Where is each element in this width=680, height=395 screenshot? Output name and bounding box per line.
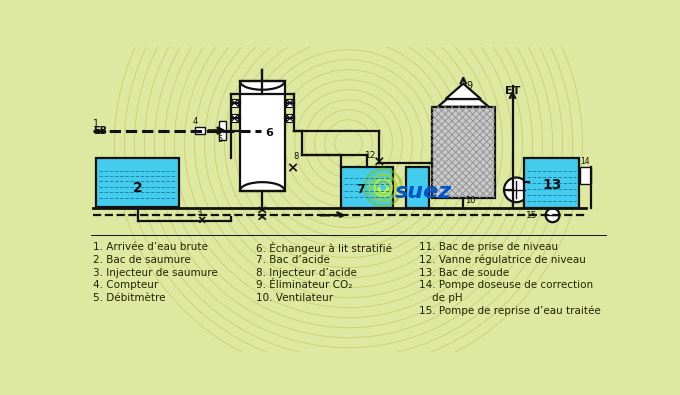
- Bar: [580, 167, 591, 184]
- Circle shape: [504, 177, 528, 202]
- Text: 12. Vanne régulatrice de niveau: 12. Vanne régulatrice de niveau: [420, 255, 586, 265]
- Bar: [406, 167, 429, 207]
- Polygon shape: [438, 99, 489, 107]
- Bar: [194, 127, 205, 134]
- Text: 12: 12: [365, 150, 377, 160]
- Text: 3. Injecteur de saumure: 3. Injecteur de saumure: [93, 268, 218, 278]
- Text: 6. Échangeur à lit stratifié: 6. Échangeur à lit stratifié: [256, 242, 392, 254]
- Text: 8: 8: [293, 152, 299, 161]
- Bar: [96, 158, 179, 207]
- Text: EB: EB: [93, 126, 107, 136]
- Text: 2. Bac de saumure: 2. Bac de saumure: [93, 255, 190, 265]
- Text: 14: 14: [580, 157, 590, 166]
- Text: 4. Compteur: 4. Compteur: [93, 280, 158, 290]
- Text: 13. Bac de soude: 13. Bac de soude: [420, 268, 509, 278]
- Bar: [219, 120, 226, 140]
- Text: 11. Bac de prise de niveau: 11. Bac de prise de niveau: [420, 242, 558, 252]
- Text: 1: 1: [93, 119, 99, 130]
- Bar: [286, 99, 294, 107]
- Text: 9. Éliminateur CO₂: 9. Éliminateur CO₂: [256, 280, 352, 290]
- Text: 9: 9: [466, 81, 473, 91]
- Bar: [524, 158, 579, 207]
- Text: 2: 2: [133, 181, 142, 195]
- Text: 1. Arrivée d’eau brute: 1. Arrivée d’eau brute: [93, 242, 207, 252]
- Text: 4: 4: [193, 117, 198, 126]
- Bar: [432, 107, 495, 198]
- Bar: [240, 81, 285, 191]
- Bar: [286, 115, 294, 122]
- Text: ET: ET: [505, 86, 520, 96]
- Text: 7. Bac d’acide: 7. Bac d’acide: [256, 255, 330, 265]
- Text: 8. Injecteur d’acide: 8. Injecteur d’acide: [256, 268, 357, 278]
- Bar: [341, 167, 393, 207]
- Text: suez: suez: [394, 182, 452, 202]
- Circle shape: [545, 208, 560, 222]
- Text: 5. Débitmètre: 5. Débitmètre: [93, 293, 165, 303]
- Text: 15: 15: [526, 211, 537, 220]
- Bar: [231, 115, 239, 122]
- Polygon shape: [445, 84, 481, 99]
- Text: 7: 7: [356, 183, 365, 196]
- Text: 6: 6: [265, 128, 273, 138]
- Text: 3: 3: [196, 208, 201, 217]
- Text: 13: 13: [542, 178, 562, 192]
- Text: de pH: de pH: [420, 293, 463, 303]
- Text: 10. Ventilateur: 10. Ventilateur: [256, 293, 333, 303]
- Text: 14. Pompe doseuse de correction: 14. Pompe doseuse de correction: [420, 280, 594, 290]
- Text: 5: 5: [218, 135, 223, 144]
- Text: 15. Pompe de reprise d’eau traitée: 15. Pompe de reprise d’eau traitée: [420, 306, 601, 316]
- Text: 10: 10: [466, 196, 476, 205]
- Bar: [231, 99, 239, 107]
